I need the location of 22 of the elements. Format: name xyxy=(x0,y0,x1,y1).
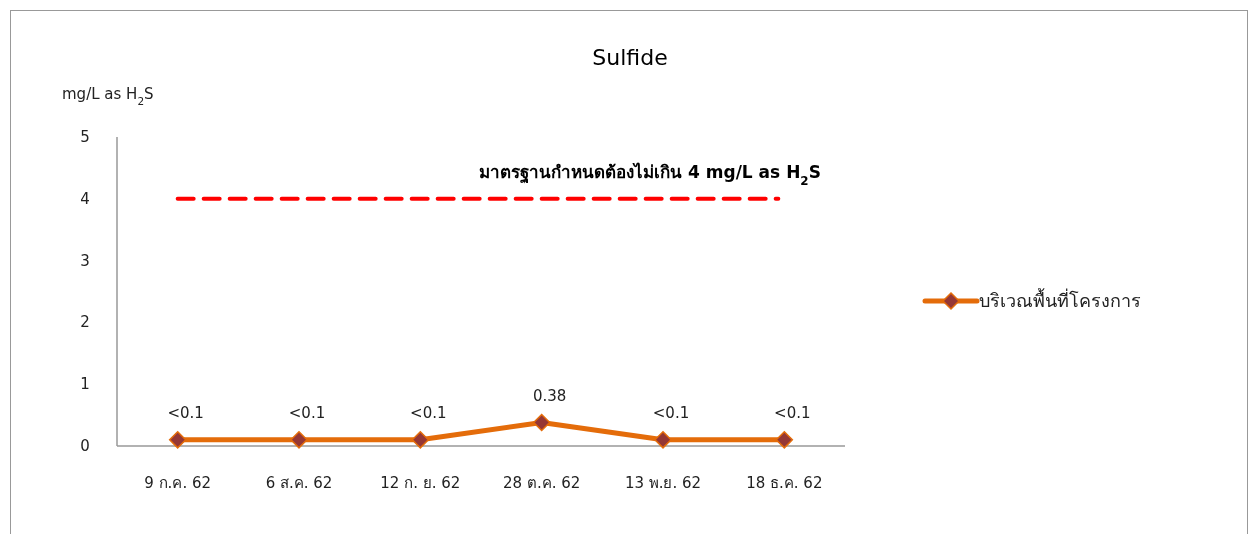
y-tick-label: 5 xyxy=(80,128,90,146)
y-tick-label: 1 xyxy=(80,375,90,394)
y-tick-label: 3 xyxy=(80,251,90,270)
data-label: <0.1 xyxy=(167,403,204,422)
y-tick-label: 0 xyxy=(80,437,90,455)
data-label: <0.1 xyxy=(774,403,811,422)
x-tick-label: 6 ส.ค. 62 xyxy=(265,474,333,492)
ref-line-label: มาตรฐานกำหนดต้องไม่เกิน 4 mg/L as H$_{2}$S xyxy=(479,161,821,188)
data-label: <0.1 xyxy=(652,403,690,422)
chart-title: Sulfide xyxy=(592,45,668,70)
x-tick-label: 18 ธ.ค. 62 xyxy=(746,474,823,492)
y-axis-title: mg/L as H$_{2}$S xyxy=(62,85,154,107)
y-tick-label: 4 xyxy=(80,189,90,208)
x-tick-label: 28 ต.ค. 62 xyxy=(503,474,581,492)
x-tick-label: 12 ก. ย. 62 xyxy=(380,474,461,492)
legend-label: บริเวณพื้นที่โครงการ xyxy=(979,288,1141,311)
x-tick-label: 13 พ.ย. 62 xyxy=(624,474,702,492)
data-label: <0.1 xyxy=(410,403,447,422)
data-label: 0.38 xyxy=(532,386,567,405)
y-tick-label: 2 xyxy=(80,313,90,332)
data-label: <0.1 xyxy=(288,403,326,422)
x-tick-label: 9 ก.ค. 62 xyxy=(144,474,212,492)
